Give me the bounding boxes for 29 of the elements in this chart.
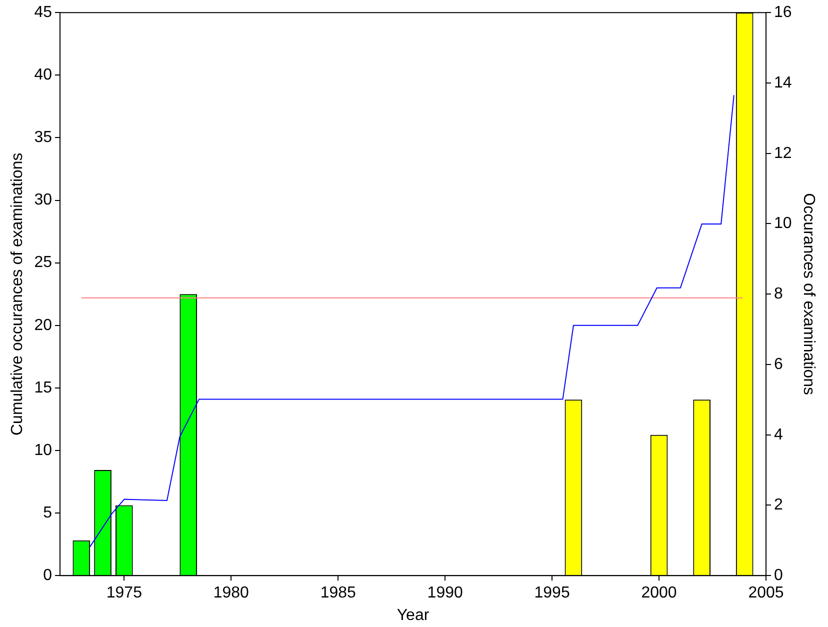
x-tick-label: 2000 [641,584,677,602]
y2-tick-label: 4 [774,426,784,444]
y2-tick-label: 8 [774,286,784,303]
y-tick-label: 20 [34,316,52,334]
y2-tick-label: 0 [774,567,784,584]
y-tick-label: 10 [34,442,52,459]
x-tick-label: 1985 [320,584,356,602]
y-tick-label: 0 [43,567,52,584]
y2-tick-label: 12 [774,144,792,162]
y-tick-label: 35 [34,129,52,146]
y2-tick-label: 2 [774,496,784,514]
y2-axis-title: Occurances of examinations [800,193,817,396]
x-tick-label: 1990 [427,584,463,602]
x-tick-label: 1995 [534,584,570,602]
y2-tick-label: 16 [774,4,792,22]
y-axis-title: Cumulative occurances of examinations [9,152,26,436]
y2-tick-label: 14 [774,74,792,92]
x-tick-label: 2005 [748,584,784,602]
y2-tick-label: 6 [774,356,784,373]
y-tick-label: 45 [34,4,52,22]
y-tick-label: 5 [43,504,52,522]
x-axis-title: Year [396,606,430,624]
y-tick-label: 15 [34,379,52,396]
y-tick-label: 25 [34,254,52,272]
y2-tick-label: 10 [774,215,792,232]
x-tick-label: 1975 [106,584,142,602]
x-tick-label: 1980 [213,584,250,602]
y-tick-label: 40 [34,66,52,84]
y-tick-label: 30 [34,192,52,209]
